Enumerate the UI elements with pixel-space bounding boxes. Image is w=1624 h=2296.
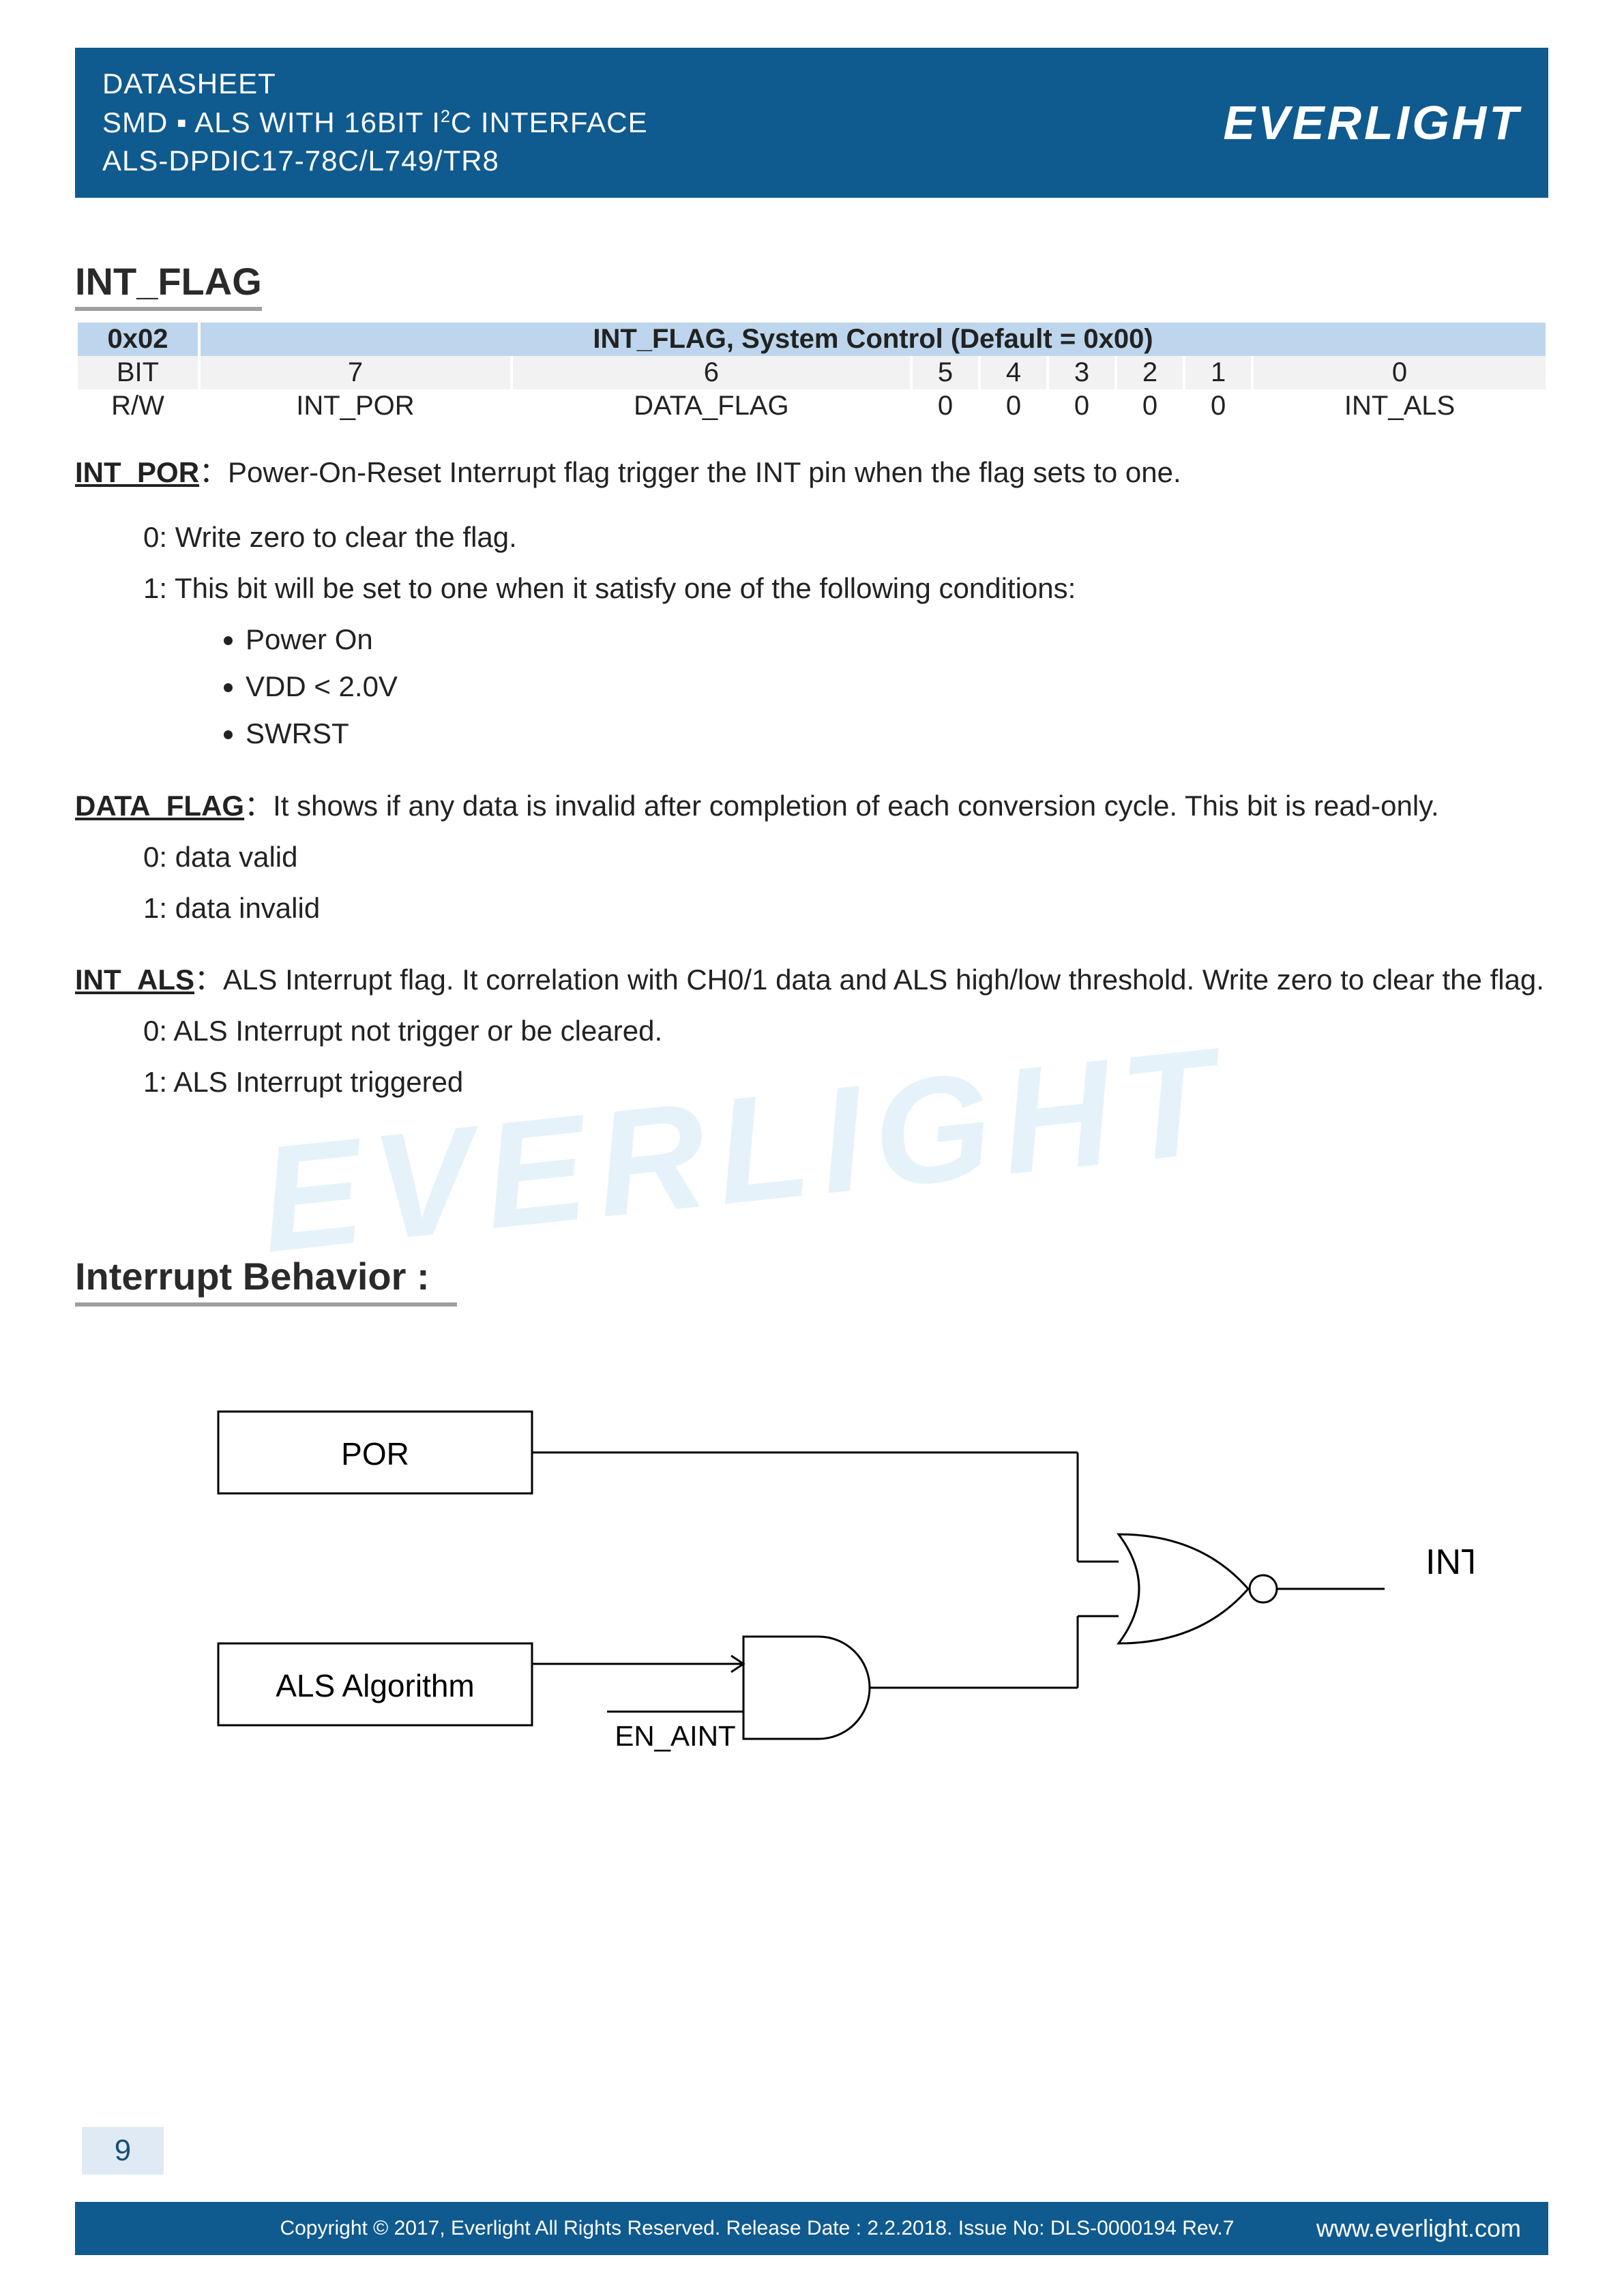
everlight-logo: EVERLIGHT (1223, 95, 1521, 150)
data-flag-block: DATA_FLAG：It shows if any data is invali… (75, 784, 1548, 930)
reg-bit-3: 3 (1048, 356, 1116, 389)
int-por-block: INT_POR：Power-On-Reset Interrupt flag tr… (75, 450, 1548, 756)
int-als-block: INT_ALS：ALS Interrupt flag. It correlati… (75, 957, 1548, 1104)
reg-row-bit: BIT 7 6 5 4 3 2 1 0 (76, 356, 1547, 389)
int-als-term: INT_ALS (75, 964, 194, 996)
int-als-details: 0: ALS Interrupt not trigger or be clear… (75, 1009, 1548, 1104)
int-als-desc: ALS Interrupt flag. It correlation with … (223, 964, 1544, 996)
data-flag-desc: It shows if any data is invalid after co… (273, 790, 1439, 822)
int-por-line: INT_POR：Power-On-Reset Interrupt flag tr… (75, 450, 1548, 494)
int-por-desc: Power-On-Reset Interrupt flag trigger th… (228, 456, 1181, 488)
int-por-bullets: Power On VDD < 2.0V SWRST (143, 617, 1548, 756)
int-als-sep: ： (194, 964, 223, 996)
reg-row-rw: R/W INT_POR DATA_FLAG 0 0 0 0 0 INT_ALS (76, 389, 1547, 423)
reg-rw-2: 0 (1116, 389, 1184, 423)
data-flag-details: 0: data valid 1: data invalid (75, 835, 1548, 930)
register-table: 0x02 INT_FLAG, System Control (Default =… (75, 323, 1548, 423)
reg-rw-3: 0 (1048, 389, 1116, 423)
header-line1: DATASHEET (102, 65, 648, 104)
header-line2-b: C INTERFACE (451, 106, 648, 138)
header-line3: ALS-DPDIC17-78C/L749/TR8 (102, 142, 648, 181)
data-flag-line1: 1: data invalid (143, 886, 1548, 930)
footer-bar: Copyright © 2017, Everlight All Rights R… (75, 2202, 1548, 2255)
por-box-label: POR (341, 1436, 409, 1472)
reg-rw-0: INT_ALS (1252, 389, 1547, 423)
reg-bit-5: 5 (911, 356, 979, 389)
int-por-line0: 0: Write zero to clear the flag. (143, 515, 1548, 559)
page-number: 9 (82, 2127, 164, 2175)
section-title-intflag-text: INT_FLAG (75, 260, 262, 311)
footer-url: www.everlight.com (1316, 2214, 1548, 2243)
header-line2-sup: 2 (441, 107, 451, 126)
section-title-interrupt-behavior-text: Interrupt Behavior : (75, 1254, 457, 1307)
reg-rw-4: 0 (979, 389, 1048, 423)
reg-rw-7: INT_POR (199, 389, 512, 423)
int-por-b2: VDD < 2.0V (246, 664, 1548, 709)
or-gate (1119, 1534, 1248, 1643)
interrupt-behavior-diagram: POR ALS Algorithm EN_AINT (177, 1391, 1473, 1800)
int-por-line1: 1: This bit will be set to one when it s… (143, 566, 1548, 610)
data-flag-term: DATA_FLAG (75, 790, 244, 822)
header-text-block: DATASHEET SMD ▪ ALS WITH 16BIT I2C INTER… (102, 65, 648, 181)
enaint-label: EN_AINT (615, 1720, 735, 1752)
reg-bit-label: BIT (76, 356, 199, 389)
reg-rw-label: R/W (76, 389, 199, 423)
int-por-b1: Power On (246, 617, 1548, 661)
reg-bit-1: 1 (1184, 356, 1252, 389)
reg-rw-6: DATA_FLAG (512, 389, 911, 423)
int-als-line0: 0: ALS Interrupt not trigger or be clear… (143, 1009, 1548, 1053)
int-por-b3: SWRST (246, 711, 1548, 756)
content-area: INT_FLAG 0x02 INT_FLAG, System Control (… (75, 259, 1548, 1326)
reg-bit-2: 2 (1116, 356, 1184, 389)
reg-title-cell: INT_FLAG, System Control (Default = 0x00… (199, 323, 1547, 356)
reg-rw-1: 0 (1184, 389, 1252, 423)
reg-bit-7: 7 (199, 356, 512, 389)
section-title-interrupt-behavior: Interrupt Behavior : (75, 1254, 1548, 1307)
reg-row-header: 0x02 INT_FLAG, System Control (Default =… (76, 323, 1547, 356)
header-line2-a: SMD ▪ ALS WITH 16BIT I (102, 106, 441, 138)
int-als-line1: 1: ALS Interrupt triggered (143, 1060, 1548, 1104)
reg-addr-cell: 0x02 (76, 323, 199, 356)
section-title-intflag: INT_FLAG (75, 259, 1548, 303)
reg-rw-5: 0 (911, 389, 979, 423)
als-box-label: ALS Algorithm (276, 1668, 474, 1703)
diagram-svg: POR ALS Algorithm EN_AINT (177, 1391, 1473, 1800)
footer-copyright: Copyright © 2017, Everlight All Rights R… (75, 2217, 1316, 2240)
int-out-label: INT (1426, 1542, 1473, 1582)
reg-bit-4: 4 (979, 356, 1048, 389)
int-por-sep: ： (199, 456, 228, 488)
reg-bit-6: 6 (512, 356, 911, 389)
header-banner: DATASHEET SMD ▪ ALS WITH 16BIT I2C INTER… (75, 48, 1548, 198)
reg-bit-0: 0 (1252, 356, 1547, 389)
data-flag-line: DATA_FLAG：It shows if any data is invali… (75, 784, 1548, 828)
data-flag-sep: ： (244, 790, 273, 822)
int-als-line: INT_ALS：ALS Interrupt flag. It correlati… (75, 957, 1548, 1002)
nor-bubble (1250, 1575, 1277, 1602)
int-por-term: INT_POR (75, 456, 199, 488)
data-flag-line0: 0: data valid (143, 835, 1548, 879)
page: DATASHEET SMD ▪ ALS WITH 16BIT I2C INTER… (0, 0, 1624, 2296)
and-gate (743, 1637, 870, 1739)
int-por-details: 0: Write zero to clear the flag. 1: This… (75, 515, 1548, 756)
header-line2: SMD ▪ ALS WITH 16BIT I2C INTERFACE (102, 104, 648, 143)
